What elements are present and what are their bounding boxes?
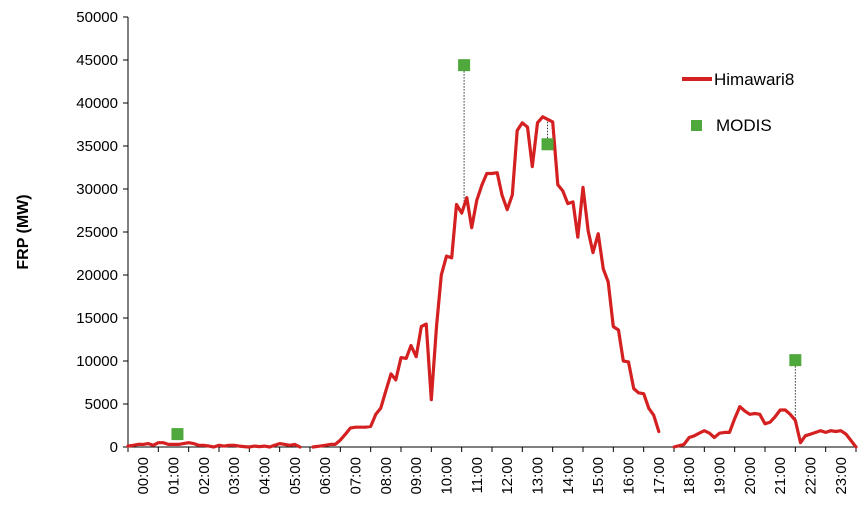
- modis-series: [171, 59, 802, 441]
- x-tick-label: 07:00: [348, 457, 365, 495]
- legend-modis-swatch: [691, 120, 702, 131]
- x-tick-label: 12:00: [499, 457, 516, 495]
- x-tick-label: 19:00: [712, 457, 729, 495]
- x-tick-label: 21:00: [772, 457, 789, 495]
- modis-point: [171, 428, 184, 441]
- y-tick-label: 30000: [76, 181, 118, 198]
- y-tick-label: 40000: [76, 95, 118, 112]
- x-tick-label: 23:00: [833, 457, 850, 495]
- modis-point: [458, 59, 471, 72]
- x-tick-label: 00:00: [135, 457, 152, 495]
- x-tick-label: 13:00: [530, 457, 547, 495]
- y-axis-label: FRP (MW): [15, 194, 32, 269]
- x-axis-tick-labels: 00:00 01:00 02:00 03:00 04:00 05:00 06:00 07:00…: [135, 457, 850, 495]
- x-tick-label: 03:00: [226, 457, 243, 495]
- y-tick-label: 45000: [76, 52, 118, 69]
- x-tick-label: 22:00: [803, 457, 820, 495]
- legend-himawari8-label: Himawari8: [714, 70, 794, 89]
- himawari8-line-segment: [126, 441, 302, 449]
- y-tick-label: 10000: [76, 353, 118, 370]
- y-tick-label: 25000: [76, 224, 118, 241]
- modis-point: [541, 138, 554, 151]
- x-tick-label: 08:00: [378, 457, 395, 495]
- x-tick-label: 15:00: [590, 457, 607, 495]
- x-tick-label: 11:00: [469, 457, 486, 493]
- chart-legend: Himawari8 MODIS: [682, 70, 794, 135]
- himawari8-line-segment: [311, 115, 661, 449]
- himawari8-line-segment: [672, 405, 858, 449]
- x-tick-label: 16:00: [621, 457, 638, 495]
- x-tick-label: 09:00: [408, 457, 425, 495]
- x-tick-label: 05:00: [287, 457, 304, 495]
- x-tick-label: 01:00: [166, 457, 183, 495]
- x-tick-label: 10:00: [439, 457, 456, 495]
- x-tick-label: 20:00: [742, 457, 759, 495]
- modis-point: [789, 354, 802, 367]
- legend-modis-label: MODIS: [716, 116, 772, 135]
- y-tick-label: 15000: [76, 310, 118, 327]
- x-tick-label: 18:00: [681, 457, 698, 495]
- x-tick-label: 02:00: [196, 457, 213, 495]
- x-tick-label: 06:00: [317, 457, 334, 495]
- x-tick-label: 04:00: [257, 457, 274, 495]
- y-axis-tick-labels: 0 5000 10000 15000 20000 25000 30000 35000 40000…: [76, 9, 118, 456]
- y-tick-label: 50000: [76, 9, 118, 26]
- y-tick-label: 20000: [76, 267, 118, 284]
- y-tick-label: 35000: [76, 138, 118, 155]
- himawari8-series: [126, 115, 858, 449]
- x-tick-label: 14:00: [560, 457, 577, 495]
- y-tick-label: 5000: [85, 396, 118, 413]
- x-tick-label: 17:00: [651, 457, 668, 495]
- y-tick-label: 0: [110, 439, 118, 456]
